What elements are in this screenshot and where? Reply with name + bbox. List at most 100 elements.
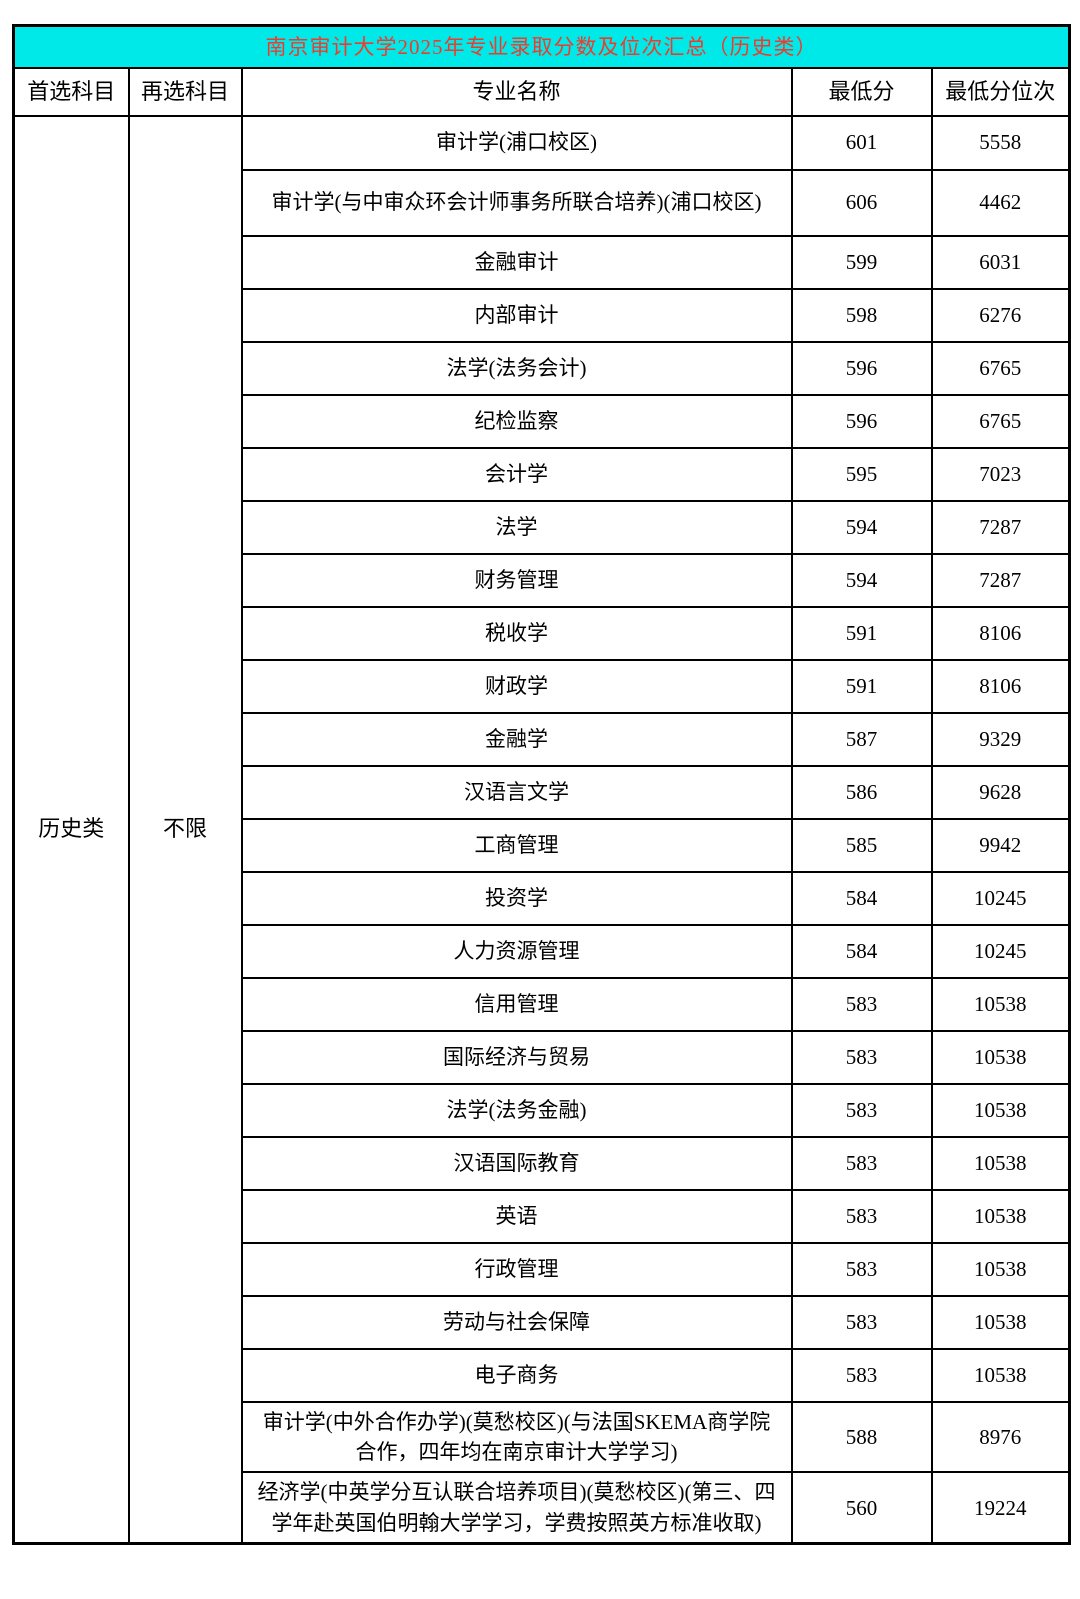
score-cell: 606 (790, 168, 933, 237)
score-cell: 583 (790, 1135, 933, 1191)
rank-cell: 10245 (930, 870, 1071, 926)
table-row: 经济学(中英学分互认联合培养项目)(莫愁校区)(第三、四学年赴英国伯明翰大学学习… (14, 1471, 1071, 1545)
table-row: 财政学 591 8106 (14, 658, 1071, 714)
major-cell: 金融审计 (240, 234, 793, 290)
col-header-first-subject: 首选科目 (12, 66, 130, 117)
first-subject-cell: 历史类 (12, 114, 130, 1545)
major-cell: 投资学 (240, 870, 793, 926)
rank-cell: 8106 (930, 605, 1071, 661)
major-cell: 汉语国际教育 (240, 1135, 793, 1191)
score-cell: 594 (790, 499, 933, 555)
table-row: 纪检监察 596 6765 (14, 393, 1071, 449)
score-cell: 583 (790, 1241, 933, 1297)
rank-cell: 9942 (930, 817, 1071, 873)
col-header-min-score-rank: 最低分位次 (930, 66, 1071, 117)
score-cell: 588 (790, 1400, 933, 1474)
score-cell: 599 (790, 234, 933, 290)
score-cell: 594 (790, 552, 933, 608)
score-cell: 595 (790, 446, 933, 502)
table-body: 历史类 不限 审计学(浦口校区) 601 5558 审计学(与中审众环会计师事务所联合培养… (12, 114, 1071, 1545)
rank-cell: 8976 (930, 1400, 1071, 1474)
major-cell: 内部审计 (240, 287, 793, 343)
column-header-row: 首选科目 再选科目 专业名称 最低分 最低分位次 (12, 66, 1071, 117)
table-row: 汉语国际教育 583 10538 (14, 1135, 1071, 1191)
score-cell: 560 (790, 1471, 933, 1545)
rank-cell: 6765 (930, 393, 1071, 449)
score-cell: 598 (790, 287, 933, 343)
rank-cell: 10538 (930, 1347, 1071, 1403)
table-row: 法学(法务会计) 596 6765 (14, 340, 1071, 396)
major-cell: 英语 (240, 1188, 793, 1244)
score-cell: 585 (790, 817, 933, 873)
score-cell: 596 (790, 340, 933, 396)
rank-cell: 4462 (930, 168, 1071, 237)
rank-cell: 19224 (930, 1471, 1071, 1545)
major-cell: 审计学(中外合作办学)(莫愁校区)(与法国SKEMA商学院合作，四年均在南京审计… (240, 1400, 793, 1474)
table-row: 劳动与社会保障 583 10538 (14, 1294, 1071, 1350)
rank-cell: 10538 (930, 1188, 1071, 1244)
rank-cell: 7287 (930, 499, 1071, 555)
rank-cell: 10538 (930, 1135, 1071, 1191)
major-cell: 审计学(浦口校区) (240, 114, 793, 171)
major-cell: 信用管理 (240, 976, 793, 1032)
rank-cell: 6276 (930, 287, 1071, 343)
major-cell: 财务管理 (240, 552, 793, 608)
rank-cell: 6031 (930, 234, 1071, 290)
table-title: 南京审计大学2025年专业录取分数及位次汇总（历史类） (12, 24, 1071, 69)
table-row: 工商管理 585 9942 (14, 817, 1071, 873)
major-cell: 行政管理 (240, 1241, 793, 1297)
title-row: 南京审计大学2025年专业录取分数及位次汇总（历史类） (12, 24, 1071, 69)
table-row: 英语 583 10538 (14, 1188, 1071, 1244)
score-cell: 583 (790, 976, 933, 1032)
score-cell: 591 (790, 658, 933, 714)
score-cell: 586 (790, 764, 933, 820)
major-cell: 劳动与社会保障 (240, 1294, 793, 1350)
table-row: 历史类 不限 审计学(浦口校区) 601 5558 (12, 114, 1071, 1545)
table-row: 财务管理 594 7287 (14, 552, 1071, 608)
table-row: 法学(法务金融) 583 10538 (14, 1082, 1071, 1138)
rank-cell: 8106 (930, 658, 1071, 714)
table-row: 金融审计 599 6031 (14, 234, 1071, 290)
major-cell: 法学 (240, 499, 793, 555)
score-cell: 583 (790, 1294, 933, 1350)
rank-cell: 7287 (930, 552, 1071, 608)
major-cell: 经济学(中英学分互认联合培养项目)(莫愁校区)(第三、四学年赴英国伯明翰大学学习… (240, 1471, 793, 1545)
major-cell: 人力资源管理 (240, 923, 793, 979)
table-row: 人力资源管理 584 10245 (14, 923, 1071, 979)
rank-cell: 10538 (930, 1241, 1071, 1297)
table-row: 会计学 595 7023 (14, 446, 1071, 502)
table-row: 信用管理 583 10538 (14, 976, 1071, 1032)
rank-cell: 9628 (930, 764, 1071, 820)
score-cell: 587 (790, 711, 933, 767)
major-cell: 税收学 (240, 605, 793, 661)
major-cell: 金融学 (240, 711, 793, 767)
score-cell: 591 (790, 605, 933, 661)
rank-cell: 6765 (930, 340, 1071, 396)
major-cell: 纪检监察 (240, 393, 793, 449)
major-cell: 审计学(与中审众环会计师事务所联合培养)(浦口校区) (240, 168, 793, 237)
score-cell: 584 (790, 923, 933, 979)
second-subject-cell: 不限 (127, 114, 243, 1545)
table-row: 汉语言文学 586 9628 (14, 764, 1071, 820)
table-row: 行政管理 583 10538 (14, 1241, 1071, 1297)
table-row: 金融学 587 9329 (14, 711, 1071, 767)
rank-cell: 9329 (930, 711, 1071, 767)
major-cell: 工商管理 (240, 817, 793, 873)
score-cell: 583 (790, 1082, 933, 1138)
score-cell: 601 (790, 114, 933, 171)
major-cell: 法学(法务金融) (240, 1082, 793, 1138)
rank-cell: 10245 (930, 923, 1071, 979)
major-cell: 法学(法务会计) (240, 340, 793, 396)
col-header-major-name: 专业名称 (240, 66, 793, 117)
table-row: 电子商务 583 10538 (14, 1347, 1071, 1403)
rank-cell: 7023 (930, 446, 1071, 502)
table-row: 法学 594 7287 (14, 499, 1071, 555)
rank-cell: 10538 (930, 1082, 1071, 1138)
major-cell: 国际经济与贸易 (240, 1029, 793, 1085)
rank-cell: 10538 (930, 1029, 1071, 1085)
admission-score-table: 南京审计大学2025年专业录取分数及位次汇总（历史类） 首选科目 再选科目 专业… (12, 24, 1072, 1546)
score-cell: 584 (790, 870, 933, 926)
table-row: 税收学 591 8106 (14, 605, 1071, 661)
score-cell: 583 (790, 1029, 933, 1085)
major-cell: 汉语言文学 (240, 764, 793, 820)
